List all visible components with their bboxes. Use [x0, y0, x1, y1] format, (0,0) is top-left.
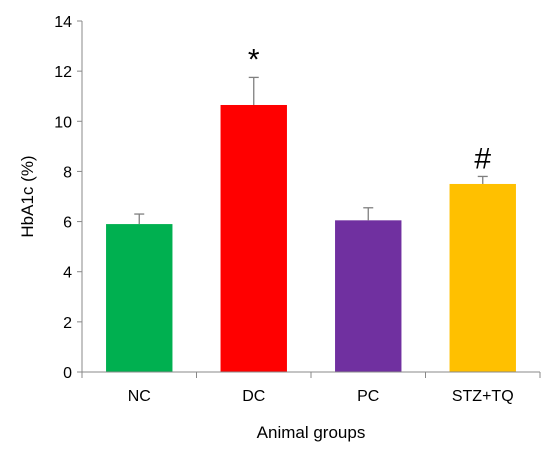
y-tick-label: 0: [63, 365, 72, 382]
error-bars: [134, 76, 488, 225]
y-tick-label: 14: [54, 14, 72, 31]
x-axis-ticks: NC DC PC STZ+TQ: [81, 372, 541, 405]
bar-stz-tq: [449, 183, 516, 372]
x-tick-label: STZ+TQ: [452, 388, 514, 405]
y-tick-label: 4: [63, 265, 72, 282]
bars: [106, 104, 516, 372]
annotations: *#: [248, 43, 492, 175]
bar-dc: [220, 104, 287, 372]
x-tick-label: NC: [128, 388, 151, 405]
significance-marker: *: [248, 43, 260, 76]
bar-pc: [335, 220, 402, 372]
significance-marker: #: [474, 142, 491, 175]
y-tick-label: 10: [54, 114, 72, 131]
x-tick-label: PC: [357, 388, 379, 405]
y-tick-label: 2: [63, 315, 72, 332]
y-tick-label: 6: [63, 215, 72, 232]
y-axis-ticks: 0 2 4 6 8 10 12 14: [54, 14, 82, 382]
x-axis-title: Animal groups: [257, 423, 366, 442]
y-tick-label: 8: [63, 164, 72, 181]
bar-nc: [106, 224, 173, 372]
y-axis-title: HbA1c (%): [18, 155, 37, 237]
y-tick-label: 12: [54, 64, 72, 81]
x-tick-label: DC: [242, 388, 265, 405]
